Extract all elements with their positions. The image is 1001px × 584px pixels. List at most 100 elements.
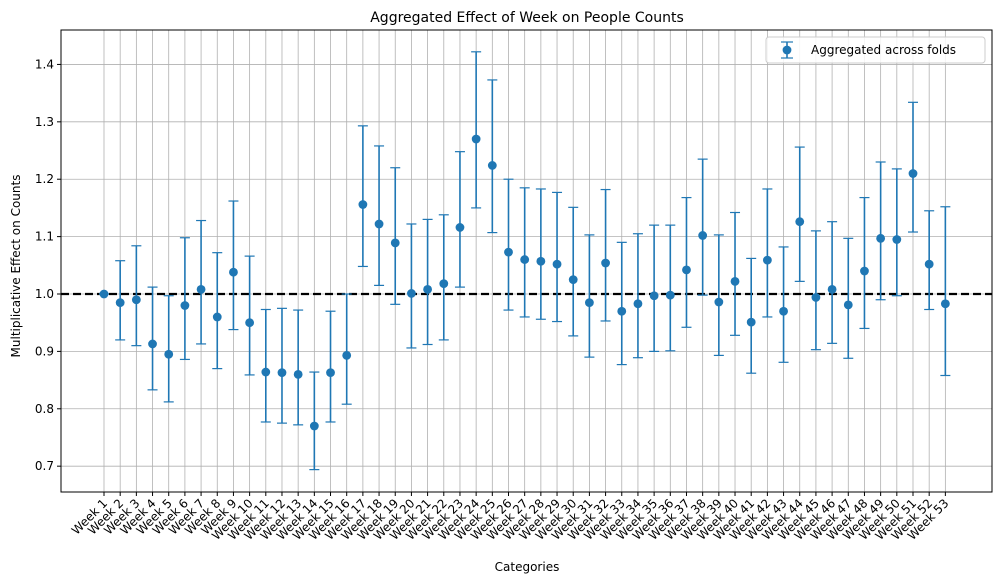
error-bar [600,188,611,322]
data-point [326,368,335,378]
y-axis-label: Multiplicative Effect on Counts [9,175,23,358]
error-bar [374,145,385,286]
data-point [585,298,594,308]
error-bar [875,161,886,301]
data-point [746,317,756,327]
data-point [504,247,513,257]
data-point [892,235,902,244]
data-point [924,259,934,269]
data-point [762,255,772,265]
data-point [795,217,805,227]
data-point [309,421,319,431]
y-tick-label: 1.0 [35,287,54,301]
error-bar [746,257,757,374]
error-bar [584,234,595,358]
data-point [99,289,109,299]
x-axis-label: Categories [495,560,560,574]
error-bar [649,224,660,352]
data-points [99,134,950,431]
error-bar [244,255,255,376]
error-bar [422,218,433,346]
data-point [131,295,141,305]
error-bar [406,223,417,349]
error-bar [810,230,821,351]
data-point [682,265,691,275]
data-point [811,293,821,302]
data-point [520,255,530,264]
y-tick-label: 1.2 [35,172,54,186]
data-point [342,351,352,360]
error-bar [632,233,643,359]
data-point [164,349,174,359]
error-bar [568,206,579,337]
error-bar [454,151,465,288]
y-tick-label: 0.8 [35,402,54,416]
error-bar [260,308,271,423]
error-bar [228,200,239,331]
error-bar [487,79,498,234]
data-point [698,231,708,240]
data-point [876,233,886,243]
data-point [568,275,578,285]
error-bar [908,101,918,233]
chart-title: Aggregated Effect of Week on People Coun… [370,10,684,26]
error-bar [794,146,805,282]
y-ticks: 0.7 0.8 0.9 1.0 1.1 1.2 1.3 1.4 [35,57,61,473]
error-bar [212,252,223,370]
error-bar [762,188,773,318]
data-point [261,367,271,377]
data-point [940,299,950,309]
error-bar [552,191,563,323]
data-point [390,238,400,248]
error-bar [891,168,902,297]
data-point [714,297,724,307]
error-bar [147,286,158,391]
data-point [617,306,627,316]
error-bar [276,307,287,424]
error-bar [390,167,401,305]
data-point [649,291,659,301]
plot-frame [60,29,993,493]
legend: Aggregated across folds [765,36,986,64]
error-bar [471,51,482,209]
data-point [277,368,287,378]
data-point [423,285,432,294]
error-bars [99,51,951,471]
error-bar [341,293,352,405]
error-bar [163,295,174,403]
error-bar [681,196,692,328]
error-bar [778,246,789,363]
data-point [552,259,562,269]
error-bar [357,125,368,268]
data-point [779,306,788,316]
data-point [633,299,643,309]
data-point [487,161,497,170]
data-point [196,285,206,294]
error-bar [325,310,336,423]
data-point [908,169,918,178]
data-point [536,256,546,266]
error-bar [179,237,190,361]
y-tick-label: 1.4 [35,57,54,71]
data-point [229,267,238,277]
data-point [115,298,125,308]
error-bar [730,211,741,336]
error-bar [713,234,724,357]
data-point [148,339,157,349]
data-point [245,318,255,328]
error-bar [503,178,514,311]
data-point [407,289,416,298]
data-point [730,276,740,286]
error-bar [843,237,854,359]
data-point [374,219,384,229]
data-point [601,258,610,268]
error-bar [519,187,530,318]
y-tick-label: 0.9 [35,344,54,358]
data-point [358,200,368,209]
data-point [439,279,449,289]
data-point [212,312,222,322]
data-point [843,300,853,310]
data-point [293,369,303,379]
